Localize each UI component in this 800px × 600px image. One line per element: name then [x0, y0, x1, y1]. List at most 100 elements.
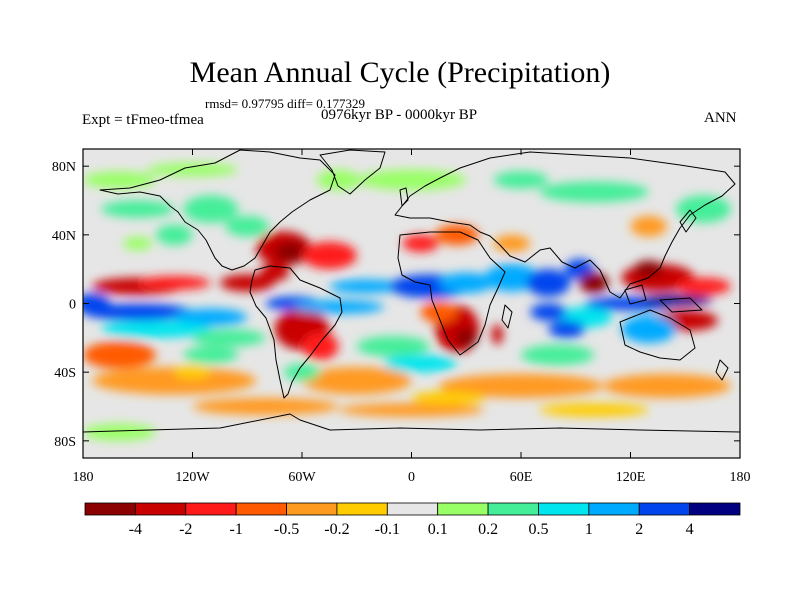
field-anomaly-12 — [302, 332, 339, 361]
colorbar-swatch — [588, 502, 640, 516]
coastline-madagascar — [501, 304, 513, 329]
field-anomaly-39 — [356, 169, 467, 191]
lat-tick-label: 80S — [54, 435, 76, 450]
field-anomaly-42 — [493, 171, 549, 189]
lon-tick-label: 60E — [510, 470, 533, 485]
lon-tick-label: 180 — [730, 470, 751, 485]
field-anomaly-25 — [579, 272, 609, 294]
field-anomaly-21 — [438, 272, 494, 294]
colorbar-swatch — [638, 502, 691, 516]
field-anomaly-47 — [493, 234, 531, 253]
field-anomaly-63 — [384, 355, 458, 373]
field-anomaly-62 — [356, 336, 430, 357]
rmsd-diff-stats: rmsd= 0.97795 diff= 0.177329 — [205, 96, 365, 111]
field-anomaly-41 — [316, 169, 361, 191]
colorbar-label: 1 — [585, 521, 593, 538]
lon-tick-label: 120W — [175, 470, 210, 485]
field-anomaly-67 — [174, 365, 211, 380]
field-anomaly-45 — [435, 224, 480, 246]
time-period-label: 0976kyr BP - 0000kyr BP — [321, 107, 478, 123]
colorbar-label: 4 — [686, 521, 694, 538]
field-anomaly-53 — [302, 367, 412, 395]
colorbar-swatch — [437, 502, 489, 516]
colorbar-swatch — [134, 502, 187, 516]
field-anomaly-64 — [521, 344, 594, 366]
coastline-south-america — [249, 265, 343, 399]
field-anomaly-59 — [539, 403, 649, 417]
precipitation-field — [83, 162, 731, 441]
chart-title: Mean Annual Cycle (Precipitation) — [189, 56, 611, 89]
colorbar-swatch — [286, 502, 338, 516]
lon-tick-label: 60W — [288, 470, 316, 485]
field-anomaly-35 — [548, 320, 585, 338]
colorbar-label: -0.5 — [274, 521, 299, 538]
field-anomaly-57 — [192, 397, 339, 416]
field-anomaly-44 — [676, 195, 731, 223]
coastline-australia — [619, 309, 696, 361]
colorbar-label: -0.1 — [375, 521, 400, 538]
field-anomaly-22 — [484, 264, 540, 292]
lat-tick-label: 80N — [52, 160, 76, 175]
colorbar-label: 0.1 — [428, 521, 448, 538]
lon-tick-label: 180 — [73, 470, 94, 485]
field-anomaly-58 — [338, 403, 485, 417]
field-anomaly-32 — [621, 315, 677, 343]
field-anomaly-55 — [603, 373, 731, 398]
field-anomaly-23 — [526, 269, 571, 297]
colorbar-swatch — [386, 502, 439, 516]
field-anomaly-18 — [491, 324, 503, 345]
field-anomaly-68 — [411, 391, 485, 405]
colorbar-label: 0.5 — [528, 521, 548, 538]
field-anomaly-2 — [219, 274, 275, 292]
coastline-greenland — [319, 149, 386, 195]
colorbar-swatch — [487, 502, 539, 516]
season-label: ANN — [704, 110, 737, 126]
colorbar-swatch — [235, 502, 287, 516]
field-anomaly-37 — [101, 200, 175, 218]
field-anomaly-48 — [156, 224, 193, 246]
field-anomaly-28 — [676, 277, 731, 295]
field-anomaly-8 — [274, 241, 312, 263]
coastline-antarctica — [83, 413, 740, 433]
field-anomaly-36 — [183, 195, 239, 223]
coastline-new-zealand — [715, 359, 729, 381]
colorbar-label: 2 — [635, 521, 643, 538]
lat-tick-label: 40N — [52, 229, 76, 244]
coastline-british-isles — [399, 187, 409, 207]
field-anomaly-1 — [137, 276, 211, 290]
field-anomaly-61 — [192, 329, 266, 347]
coastlines — [83, 149, 740, 433]
field-anomaly-34 — [530, 303, 567, 321]
coastline-north-america — [99, 149, 336, 271]
coastline-eurasia — [394, 151, 736, 299]
coastline-borneo — [624, 284, 647, 305]
colorbar-label: -2 — [179, 521, 192, 538]
field-anomaly-3 — [83, 303, 193, 321]
colorbar-swatch — [84, 502, 136, 516]
field-anomaly-46 — [402, 234, 439, 253]
colorbar-label: -0.2 — [324, 521, 349, 538]
field-anomaly-38 — [83, 171, 156, 189]
field-anomaly-54 — [438, 373, 604, 398]
field-anomaly-66 — [83, 423, 156, 441]
colorbar-swatch — [336, 502, 388, 516]
field-anomaly-52 — [92, 367, 257, 395]
colorbar-label: -4 — [129, 521, 142, 538]
colorbar-swatch — [689, 502, 741, 516]
field-anomaly-27 — [634, 260, 664, 278]
field-anomaly-40 — [539, 181, 649, 203]
field-anomaly-14 — [292, 300, 385, 314]
field-anomaly-51 — [630, 215, 667, 237]
field-anomaly-15 — [329, 279, 403, 294]
colorbar: -4 -2 -1 -0.5 -0.2 -0.1 0.1 0.2 0.5 1 2 4 — [84, 502, 741, 538]
field-anomaly-6 — [101, 320, 211, 338]
field-anomaly-30 — [639, 294, 713, 306]
colorbar-swatch — [538, 502, 590, 516]
field-anomaly-5 — [83, 293, 111, 314]
colorbar-label: 0.2 — [478, 521, 498, 538]
field-anomaly-19 — [420, 301, 458, 323]
field-anomaly-10 — [260, 264, 290, 282]
experiment-label: Expt = tFmeo-tfmea — [82, 112, 204, 128]
map-axes: 80N 40N 0 40S 80S 180 120W 60W 0 60E 120E 180 — [52, 149, 751, 485]
